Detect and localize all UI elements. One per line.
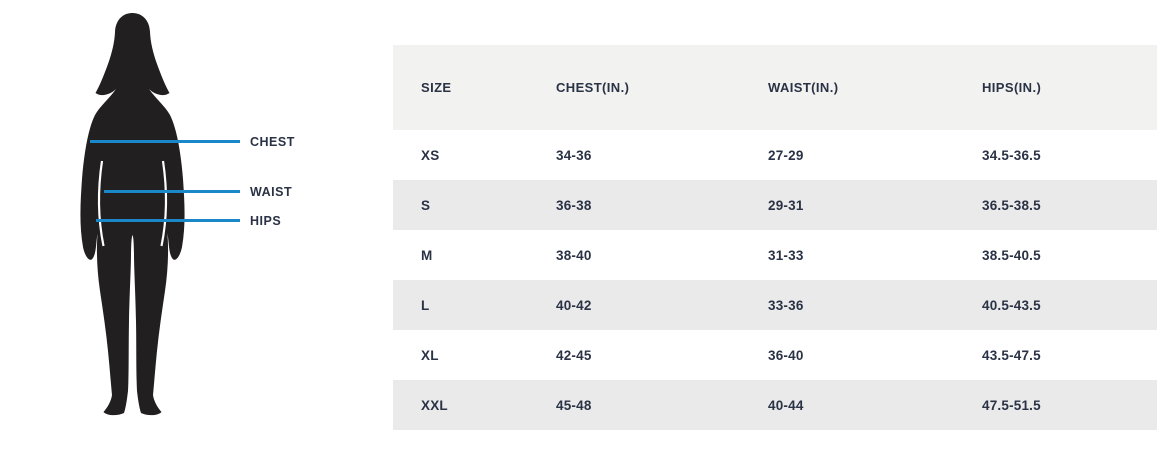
table-row-l: L 40-42 33-36 40.5-43.5 [393,280,1157,330]
table-row-m: M 38-40 31-33 38.5-40.5 [393,230,1157,280]
table-header-row: SIZE CHEST(IN.) WAIST(IN.) HIPS(IN.) [393,45,1157,130]
table-row-xs: XS 34-36 27-29 34.5-36.5 [393,130,1157,180]
cell-hips: 34.5-36.5 [982,147,1041,163]
column-header-size: SIZE [421,80,452,95]
cell-hips: 40.5-43.5 [982,297,1041,313]
table-row-xxl: XXL 45-48 40-44 47.5-51.5 [393,380,1157,430]
cell-waist: 31-33 [768,247,804,263]
chest-measurement-line [90,140,240,143]
cell-waist: 33-36 [768,297,804,313]
cell-hips: 43.5-47.5 [982,347,1041,363]
column-header-chest: CHEST(IN.) [556,80,630,95]
size-chart-table: SIZE CHEST(IN.) WAIST(IN.) HIPS(IN.) XS … [393,45,1157,430]
cell-size: S [421,197,431,213]
cell-chest: 40-42 [556,297,592,313]
cell-chest: 36-38 [556,197,592,213]
cell-size: XXL [421,397,448,413]
chest-label: CHEST [250,135,295,149]
waist-label: WAIST [250,185,293,199]
cell-size: XL [421,347,439,363]
column-header-waist: WAIST(IN.) [768,80,839,95]
cell-size: M [421,247,433,263]
column-header-hips: HIPS(IN.) [982,80,1042,95]
cell-waist: 29-31 [768,197,804,213]
female-silhouette-icon [80,13,185,416]
cell-waist: 27-29 [768,147,804,163]
cell-waist: 40-44 [768,397,804,413]
cell-hips: 47.5-51.5 [982,397,1041,413]
cell-chest: 38-40 [556,247,592,263]
table-row-xl: XL 42-45 36-40 43.5-47.5 [393,330,1157,380]
cell-hips: 38.5-40.5 [982,247,1041,263]
waist-measurement-line [104,190,240,193]
hips-label: HIPS [250,214,282,228]
cell-size: XS [421,147,440,163]
hips-measurement-line [96,219,240,222]
cell-size: L [421,297,430,313]
cell-hips: 36.5-38.5 [982,197,1041,213]
cell-chest: 42-45 [556,347,592,363]
cell-chest: 45-48 [556,397,592,413]
cell-chest: 34-36 [556,147,592,163]
cell-waist: 36-40 [768,347,804,363]
measurement-figure-panel: CHEST WAIST HIPS [0,0,390,450]
table-row-s: S 36-38 29-31 36.5-38.5 [393,180,1157,230]
